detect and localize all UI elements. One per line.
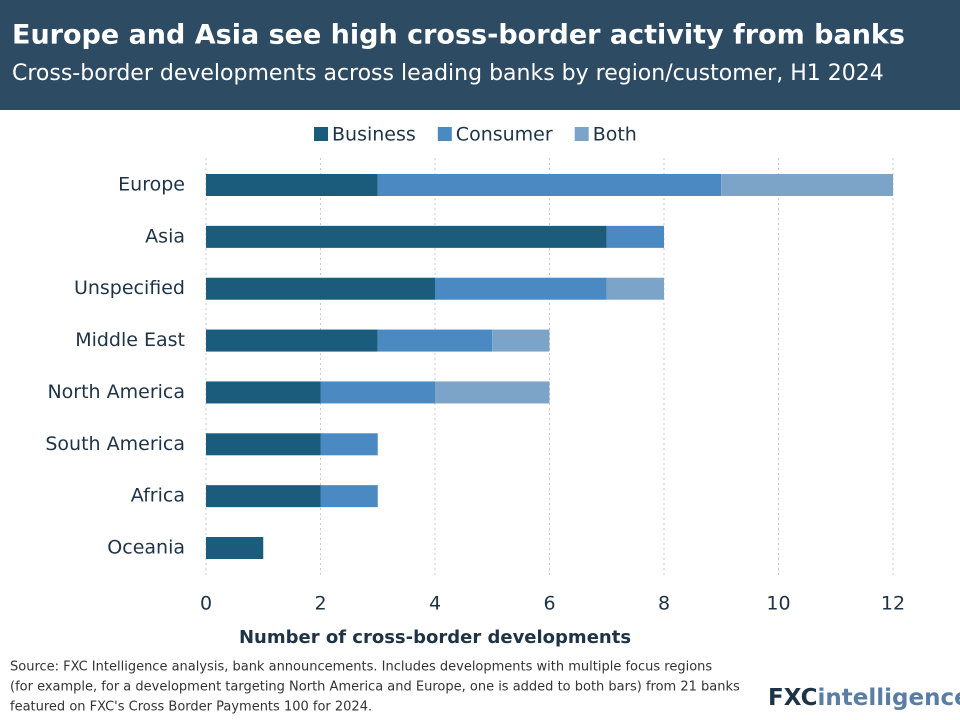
y-tick-label: Middle East (75, 329, 185, 351)
source-line: featured on FXC's Cross Border Payments … (10, 700, 372, 715)
legend-swatch (574, 127, 589, 141)
legend-label: Both (593, 124, 637, 146)
x-tick-label: 4 (429, 593, 441, 615)
legend-swatch (437, 127, 452, 141)
logo-suffix: intelligence (818, 685, 960, 711)
x-tick-label: 0 (200, 593, 212, 615)
bar-segment (206, 537, 264, 560)
bar-segment (206, 174, 378, 196)
bar-segment (206, 485, 321, 508)
y-tick-label: Europe (118, 174, 185, 196)
y-tick-label: Africa (131, 485, 185, 507)
bar-segment (206, 225, 607, 248)
bar-segment (492, 329, 550, 352)
bar-segment (320, 433, 378, 456)
bar-segment (377, 329, 493, 352)
bar-segment (320, 485, 378, 508)
y-tick-label: North America (47, 381, 185, 403)
legend-swatch (314, 127, 328, 141)
header-band (0, 0, 960, 110)
chart-subtitle: Cross-border developments across leading… (12, 61, 884, 86)
bar-segment (721, 174, 893, 196)
y-tick-label: South America (45, 433, 185, 455)
bar-segment (435, 277, 607, 300)
source-line: Source: FXC Intelligence analysis, bank … (10, 660, 712, 675)
bar-segment (377, 174, 722, 196)
legend-label: Consumer (456, 124, 553, 146)
source-line: (for example, for a development targetin… (10, 680, 740, 695)
x-tick-label: 12 (881, 593, 905, 615)
x-tick-label: 6 (543, 593, 555, 615)
logo-prefix: FXC (768, 685, 818, 711)
bar-segment (206, 329, 378, 352)
bar-segment (320, 381, 435, 404)
legend-label: Business (332, 124, 416, 146)
y-tick-label: Oceania (107, 537, 185, 559)
bar-segment (435, 381, 550, 404)
x-tick-label: 8 (658, 593, 670, 615)
y-tick-label: Unspecified (74, 277, 185, 299)
chart-title: Europe and Asia see high cross-border ac… (12, 20, 905, 51)
y-tick-label: Asia (145, 225, 185, 247)
x-axis-title: Number of cross-border developments (239, 627, 631, 648)
bar-segment (206, 277, 435, 300)
logo: FXCintelligence (768, 685, 960, 711)
bar-segment (606, 277, 664, 300)
bar-segment (206, 381, 321, 404)
bar-segment (206, 433, 321, 456)
bar-segment (606, 225, 664, 248)
x-tick-label: 10 (766, 593, 790, 615)
x-tick-label: 2 (314, 593, 326, 615)
